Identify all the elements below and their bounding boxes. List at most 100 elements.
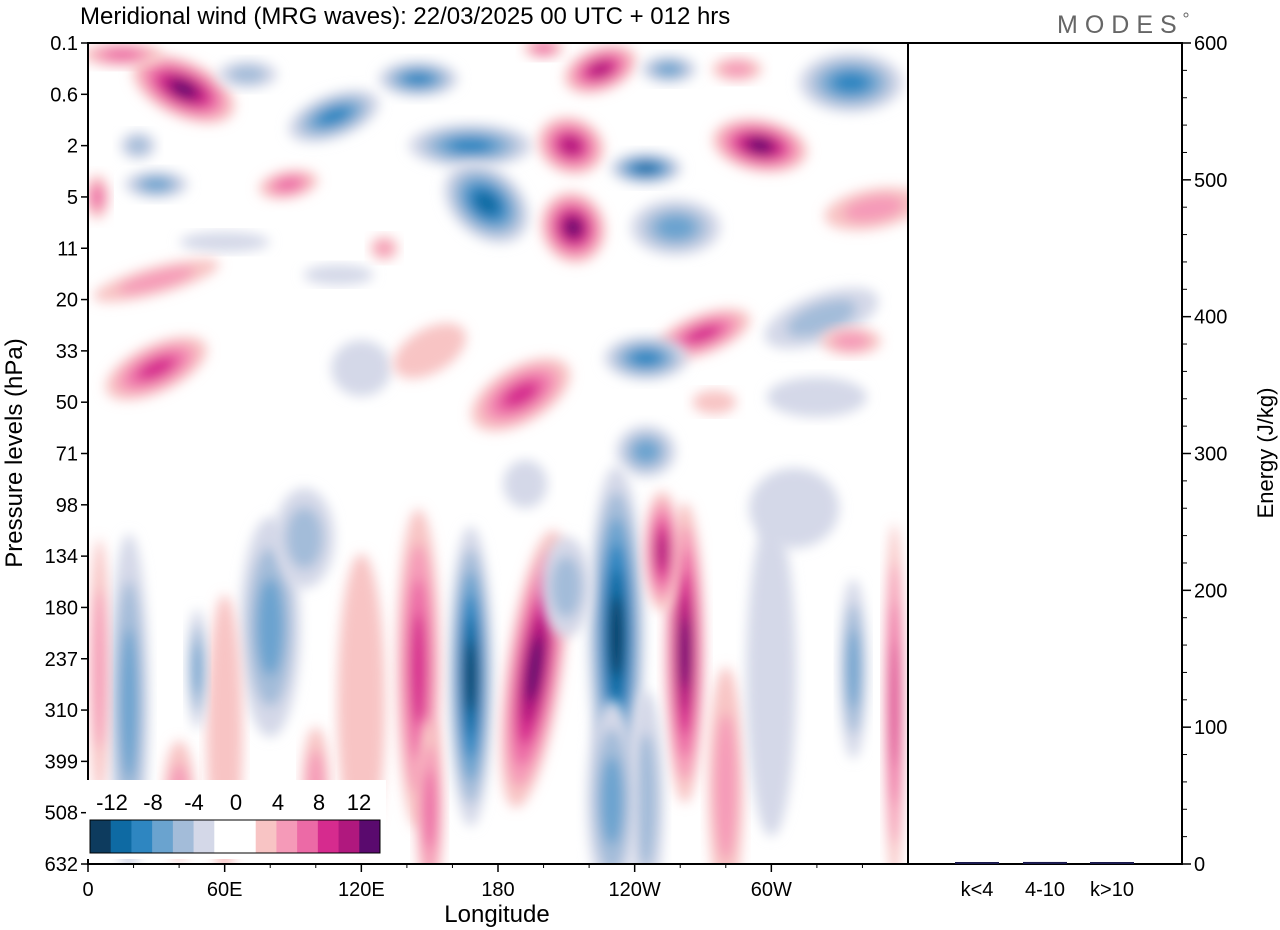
colorbar-swatch	[359, 820, 381, 853]
negative-wind-anomaly	[288, 89, 380, 143]
negative-wind-anomaly	[443, 162, 530, 244]
contour-band	[600, 756, 624, 846]
negative-wind-anomaly	[179, 232, 270, 253]
positive-wind-anomaly	[370, 236, 399, 261]
colorbar-label: -4	[184, 790, 204, 815]
colorbar-frame	[89, 819, 381, 854]
brand-logo: MODES	[1057, 11, 1184, 39]
positive-wind-anomaly	[132, 54, 235, 124]
positive-wind-anomaly	[537, 116, 605, 175]
positive-wind-anomaly	[88, 174, 110, 219]
contour-band	[171, 80, 197, 98]
colorbar-swatch	[317, 820, 340, 853]
pressure-tick-label: 399	[45, 751, 78, 773]
negative-wind-anomaly	[839, 578, 868, 759]
contour-band	[337, 553, 386, 854]
negative-wind-anomaly	[541, 536, 592, 637]
pressure-tick-label: 310	[45, 700, 78, 722]
positive-wind-anomaly	[93, 258, 220, 302]
contour-band	[138, 357, 175, 380]
contour-band	[465, 640, 476, 713]
positive-wind-anomaly	[712, 118, 808, 173]
contour-band	[655, 215, 696, 240]
colorbar-label: 0	[230, 790, 242, 815]
negative-wind-anomaly	[503, 460, 548, 509]
contour-band	[503, 460, 548, 509]
contour-band	[656, 63, 682, 76]
longitude-tick-label: 0	[82, 879, 93, 901]
colorbar-label: 4	[272, 790, 284, 815]
colorbar-swatch	[276, 820, 298, 853]
pressure-tick-label: 180	[45, 597, 78, 619]
contour-band	[449, 137, 493, 154]
longitude-tick-label: 60E	[207, 879, 243, 901]
negative-wind-anomaly	[124, 170, 189, 199]
pressure-tick-label: 20	[56, 290, 78, 312]
contour-band	[474, 191, 499, 215]
contour-band	[104, 49, 140, 60]
negative-wind-anomaly	[448, 526, 493, 827]
y-axis-label: Pressure levels (hPa)	[1, 338, 28, 567]
contour-band	[609, 594, 624, 678]
positive-wind-anomaly	[471, 357, 571, 432]
colorbar-swatch	[110, 820, 132, 853]
negative-wind-anomaly	[586, 700, 637, 864]
contour-band	[318, 106, 350, 126]
energy-panel-frame	[907, 42, 1183, 865]
contour-band	[679, 616, 690, 690]
contour-band	[843, 195, 905, 223]
energy-tick-label: 400	[1194, 307, 1227, 329]
contour-band	[410, 613, 426, 725]
contour-band	[632, 439, 660, 463]
energy-bar	[1090, 862, 1134, 864]
negative-wind-anomaly	[303, 264, 374, 285]
contour-band	[634, 732, 658, 864]
brand-mark	[1183, 12, 1189, 18]
longitude-tick-label: 120W	[609, 879, 661, 901]
positive-wind-anomaly	[564, 44, 637, 94]
positive-wind-anomaly	[884, 523, 905, 864]
contour-band	[686, 325, 720, 343]
energy-tick-label: 100	[1194, 717, 1227, 739]
contour-band	[331, 340, 392, 397]
contour-band	[847, 628, 860, 709]
positive-wind-anomaly	[89, 538, 110, 799]
positive-wind-anomaly	[337, 553, 386, 854]
contour-band	[404, 72, 433, 86]
contour-band	[890, 641, 898, 767]
pressure-tick-label: 134	[45, 546, 78, 568]
contour-band	[423, 769, 436, 850]
negative-wind-anomaly	[604, 336, 689, 381]
contour-band	[721, 61, 753, 77]
negative-wind-anomaly	[240, 517, 301, 738]
positive-wind-anomaly	[415, 719, 444, 864]
pressure-tick-label: 33	[56, 341, 78, 363]
negative-wind-anomaly	[746, 516, 797, 837]
contour-band	[526, 635, 543, 703]
energy-tick-label: 600	[1194, 33, 1227, 55]
negative-wind-anomaly	[616, 425, 677, 478]
contour-band	[748, 139, 772, 153]
positive-wind-anomaly	[88, 43, 163, 67]
negative-wind-anomaly	[187, 608, 208, 729]
pressure-tick-label: 11	[57, 238, 78, 260]
negative-wind-anomaly	[640, 55, 697, 84]
negative-wind-anomaly	[120, 131, 157, 160]
negative-wind-anomaly	[630, 199, 721, 256]
energy-category-label: k<4	[961, 879, 994, 901]
contour-band	[375, 240, 393, 256]
contour-band	[285, 507, 323, 569]
wind-field	[88, 43, 908, 864]
negative-wind-anomaly	[331, 340, 392, 397]
negative-wind-anomaly	[799, 52, 904, 113]
pressure-tick-label: 0.6	[50, 84, 78, 106]
contour-band	[565, 218, 582, 237]
x-axis-label: Longitude	[444, 901, 549, 928]
chart-title: Meridional wind (MRG waves): 22/03/2025 …	[80, 3, 730, 30]
contour-band	[590, 62, 611, 77]
negative-wind-anomaly	[764, 287, 879, 349]
energy-bars: k<4 4-10 k>10	[955, 861, 1134, 901]
pressure-tick-label: 50	[56, 392, 78, 414]
positive-wind-anomaly	[707, 666, 744, 864]
energy-bar	[1023, 861, 1067, 864]
